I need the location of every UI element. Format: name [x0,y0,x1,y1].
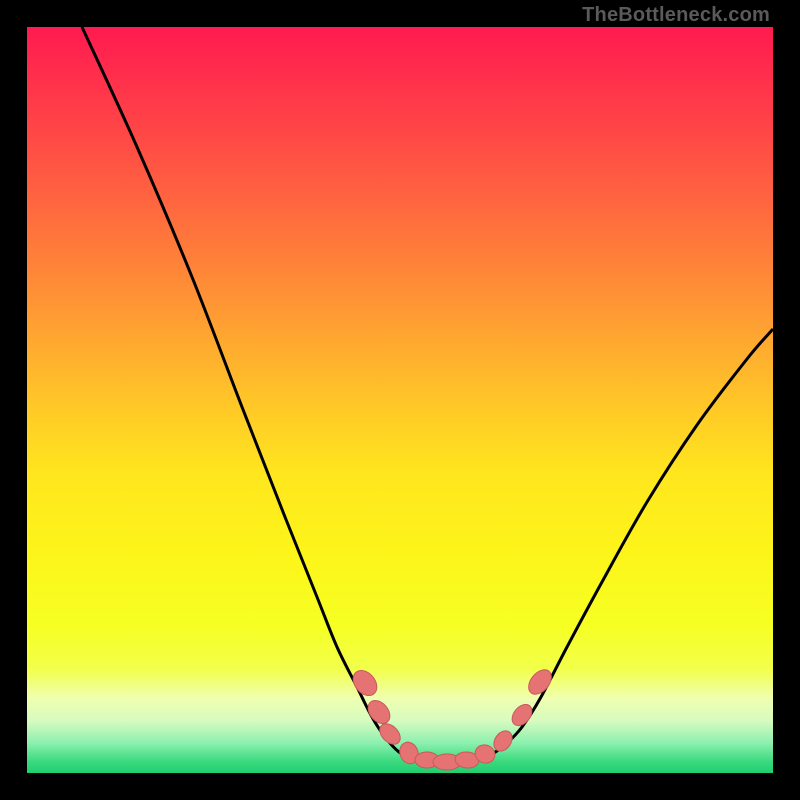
plot-area [27,27,773,773]
bottleneck-curve [82,27,773,763]
curve-marker [376,720,404,748]
curve-markers [348,665,556,770]
watermark-text: TheBottleneck.com [582,4,770,27]
curve-marker [524,665,556,698]
curve-marker [348,666,381,700]
curve-layer [27,27,773,773]
curve-marker [364,696,395,727]
chart-frame: TheBottleneck.com [0,0,800,800]
